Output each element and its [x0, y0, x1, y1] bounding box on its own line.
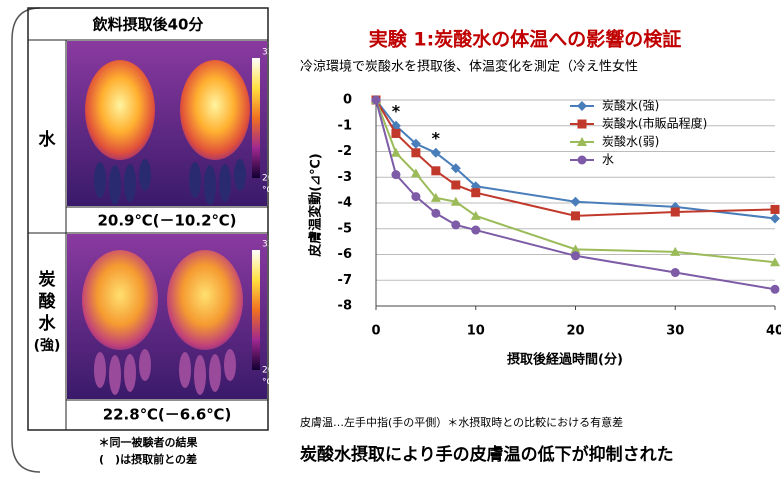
point: [571, 211, 580, 220]
legend-label: 炭酸水(弱): [602, 134, 659, 149]
y-tick-label: -1: [338, 118, 352, 133]
y-tick-label: -5: [338, 221, 352, 236]
point: [391, 170, 400, 179]
y-tick-label: -3: [338, 170, 352, 185]
scale-label: 33: [262, 48, 273, 58]
y-tick-label: -7: [338, 273, 352, 288]
panel-header: 飲料摂取後40分: [92, 16, 204, 34]
legend-label: 水: [602, 153, 614, 167]
note: ＊同一被験者の結果: [99, 435, 198, 449]
x-tick-label: 20: [566, 324, 584, 339]
y-axis-label: 皮膚温変動(⊿℃): [308, 153, 324, 258]
scale-label: 20: [262, 366, 274, 376]
row-label: 水: [39, 129, 57, 150]
caption: 20.9℃(－10.2℃): [97, 212, 236, 230]
y-tick-label: -8: [338, 299, 352, 314]
point: [411, 192, 420, 201]
point: [571, 251, 580, 260]
x-tick-label: 0: [371, 324, 380, 339]
row-label: 水: [39, 313, 57, 334]
series: [371, 95, 780, 266]
caption: 22.8℃(－6.6℃): [103, 406, 232, 424]
scale-label: °C: [262, 378, 273, 388]
point: [391, 129, 400, 138]
footnote: 皮膚温…左手中指(手の平側）＊水摂取時との比較における有意差: [300, 415, 623, 429]
annotation: *: [432, 128, 441, 147]
row-label: 炭: [39, 269, 56, 290]
point: [471, 188, 480, 197]
point: [431, 209, 440, 218]
point: [372, 96, 381, 105]
point: [471, 226, 480, 235]
conclusion: 炭酸水摂取により手の皮膚温の低下が抑制された: [300, 444, 674, 465]
row-label: 酸: [39, 291, 57, 312]
subtitle: 冷涼環境で炭酸水を摂取後、体温変化を測定（冷え性女性: [300, 59, 638, 75]
x-tick-label: 40: [766, 324, 781, 339]
legend-label: 炭酸水(市販品程度): [602, 116, 707, 131]
point: [671, 208, 680, 217]
x-axis-label: 摂取後経過時間(分): [507, 352, 623, 368]
y-tick-label: -6: [338, 247, 352, 262]
y-tick-label: -2: [338, 144, 352, 159]
thermal-image: [67, 41, 267, 206]
x-tick-label: 30: [666, 324, 684, 339]
scale-label: 20: [262, 174, 274, 184]
chart-title: 実験 1:炭酸水の体温への影響の検証: [369, 28, 681, 51]
point: [451, 180, 460, 189]
note: ( )は摂取前との差: [99, 452, 197, 466]
slide: 33 20 °C 33 20 °C 飲料摂取後40分 水 20.9℃(－10.2…: [0, 0, 781, 477]
point: [431, 166, 440, 175]
point: [771, 285, 780, 294]
legend-marker: [578, 120, 587, 129]
thermal-image: [67, 234, 267, 399]
annotation: *: [392, 101, 401, 120]
point: [771, 205, 780, 214]
point: [571, 197, 581, 207]
x-tick-label: 10: [467, 324, 485, 339]
point: [671, 268, 680, 277]
point: [411, 148, 420, 157]
y-tick-label: -4: [338, 196, 352, 211]
point: [451, 220, 460, 229]
point: [770, 213, 780, 223]
legend-label: 炭酸水(強): [602, 98, 659, 113]
legend-marker: [577, 101, 587, 111]
legend-marker: [578, 156, 587, 165]
scale-label: °C: [262, 186, 273, 196]
scale-label: 33: [262, 240, 273, 250]
y-tick-label: 0: [343, 93, 352, 108]
frame: [12, 8, 40, 472]
row-label: (強): [34, 337, 61, 354]
point: [391, 148, 401, 157]
